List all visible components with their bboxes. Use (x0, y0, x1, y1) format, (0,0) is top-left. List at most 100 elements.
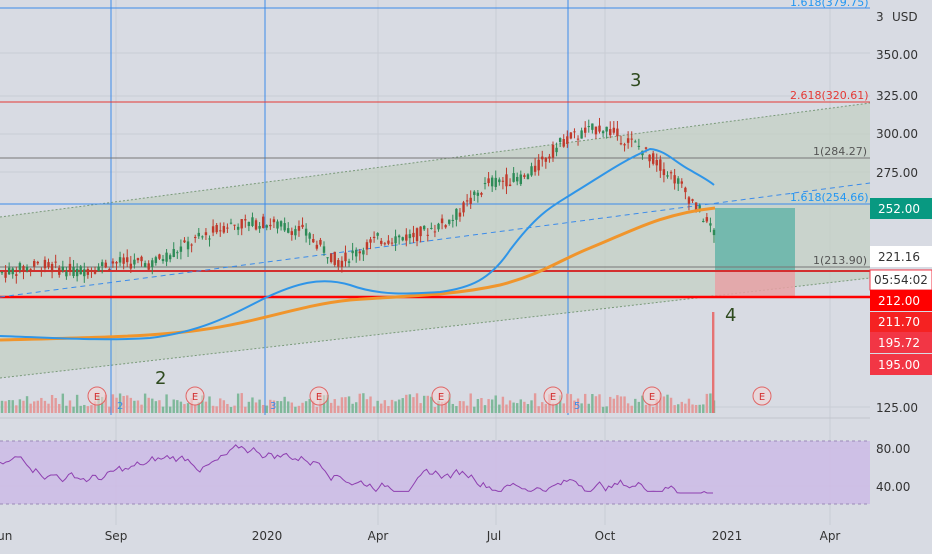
candle-body (609, 129, 612, 136)
volume-bar (168, 406, 172, 413)
candle-body (555, 147, 558, 153)
rsi-line (0, 444, 713, 494)
candle-body (272, 219, 276, 223)
volume-bar (115, 397, 118, 413)
earnings-marker[interactable] (431, 386, 451, 406)
volume-bar (90, 405, 93, 413)
volume-bars (0, 312, 716, 413)
price-tick-275: 275.00 (876, 166, 918, 180)
volume-bar (687, 398, 691, 413)
earnings-marker[interactable] (642, 386, 662, 406)
volume-bar (705, 393, 709, 413)
volume-bar (176, 400, 179, 413)
candle-body (691, 199, 694, 201)
volume-bar (666, 394, 669, 413)
candle-body (344, 252, 347, 262)
candle-body (315, 244, 319, 249)
volume-bar (419, 403, 422, 413)
price-tag-221: 221.16 (878, 250, 920, 264)
candle-body (451, 219, 455, 221)
price-tick-300: 300.00 (876, 127, 918, 141)
volume-bar (226, 403, 229, 413)
candle-body (626, 138, 630, 143)
time-axis: Jun Sep 2020 Apr Jul Oct 2021 Apr (0, 529, 840, 543)
volume-bar (333, 399, 336, 413)
candle-body (229, 222, 233, 224)
earnings-marker[interactable] (87, 386, 107, 406)
candle-body (623, 144, 626, 146)
candle-body (337, 260, 340, 267)
volume-bar (194, 405, 197, 413)
volume-bar (369, 396, 372, 413)
volume-bar (236, 393, 240, 413)
price-channel (0, 103, 870, 378)
volume-bar (376, 400, 379, 413)
volume-bar (512, 402, 515, 413)
volume-bar (258, 399, 261, 413)
candle-body (176, 252, 179, 254)
candle-body (83, 269, 86, 277)
candle-body (244, 219, 247, 221)
volume-bar (544, 403, 548, 413)
volume-bar (451, 403, 455, 413)
candle-body (4, 272, 7, 278)
volume-bar (93, 401, 97, 413)
volume-bar (662, 396, 666, 413)
volume-bar (405, 394, 408, 413)
candle-body (365, 242, 369, 250)
candle-body (294, 229, 297, 236)
volume-bar (294, 406, 297, 413)
volume-bar (587, 403, 590, 413)
candle-body (508, 184, 512, 187)
earnings-marker[interactable] (752, 386, 772, 406)
volume-bar (601, 406, 605, 413)
volume-bar (211, 405, 215, 413)
price-axis-ticks: 3 USD 350.00 325.00 300.00 275.00 125.00… (876, 10, 918, 494)
volume-bar (651, 406, 655, 413)
candle-body (680, 181, 683, 184)
earnings-marker[interactable] (185, 386, 205, 406)
candle-body (43, 259, 47, 269)
candle-body (93, 271, 97, 274)
volume-bar (415, 393, 419, 413)
candle-body (258, 226, 261, 229)
fib-label-1618: 1.618(254.66) (790, 191, 869, 204)
fib-label-1618-top: 1.618(379.75) (790, 0, 869, 9)
volume-bar (126, 395, 129, 413)
volume-bar (648, 403, 651, 413)
candle-body (662, 169, 666, 176)
volume-bar (702, 404, 705, 413)
candle-body (97, 266, 100, 272)
candle-body (186, 241, 190, 250)
volume-bar (355, 402, 358, 413)
price-axis-currency-prefix: 3 (876, 10, 884, 24)
volume-bar (7, 400, 11, 413)
candle-body (261, 216, 265, 228)
candle-body (168, 255, 172, 260)
candle-body (526, 174, 530, 180)
volume-bar (276, 400, 279, 413)
candle-body (29, 268, 32, 270)
earnings-marker[interactable] (543, 386, 563, 406)
candle-body (523, 175, 526, 177)
candle-body (183, 240, 186, 243)
candle-body (47, 262, 50, 268)
candle-body (247, 221, 251, 227)
volume-bar (344, 397, 347, 413)
candle-body (115, 262, 118, 264)
candle-body (154, 257, 158, 263)
volume-bar (487, 399, 490, 413)
volume-bar (61, 393, 65, 413)
volume-bar (458, 400, 462, 413)
candle-body (419, 226, 422, 237)
earnings-marker[interactable] (309, 386, 329, 406)
volume-bar (122, 395, 125, 413)
volume-bar (412, 397, 415, 413)
volume-bar (380, 403, 383, 413)
volume-bar (283, 396, 286, 413)
candle-body (390, 242, 394, 244)
volume-bar (473, 406, 476, 413)
candle-body (190, 244, 193, 246)
